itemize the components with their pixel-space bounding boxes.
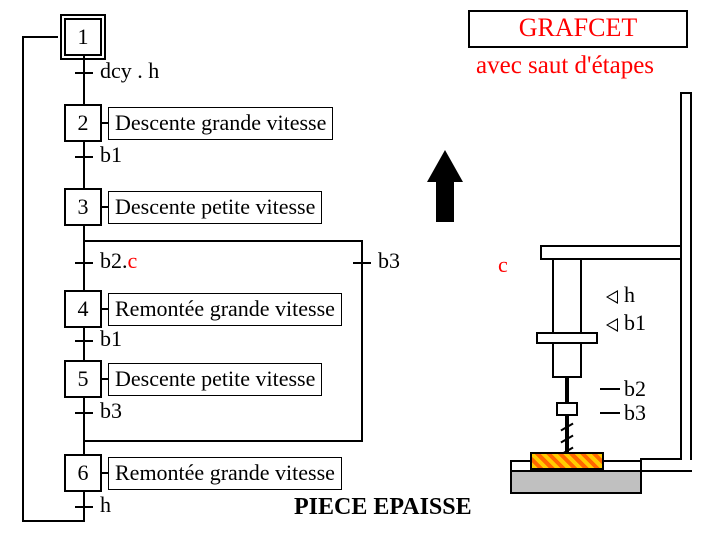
or-divergence-bar — [83, 240, 363, 242]
skip-branch-vline — [361, 240, 363, 442]
step-5: 5 — [64, 360, 102, 398]
skip-transition-label: b3 — [378, 248, 400, 274]
transition-1-label: dcy . h — [100, 58, 159, 84]
top-beam-top — [540, 245, 682, 247]
transition-1-tick — [75, 72, 93, 74]
step-2: 2 — [64, 104, 102, 142]
top-beam-left — [540, 245, 542, 260]
base-lip-left — [510, 460, 530, 462]
grafcet-subtitle: avec saut d'étapes — [476, 52, 654, 80]
base-to-frame — [640, 470, 692, 472]
return-h-top — [22, 36, 58, 38]
sensor-b1-label: b1 — [624, 310, 646, 336]
action-4: Remontée grande vitesse — [108, 293, 342, 326]
cylinder — [552, 258, 582, 378]
sensor-b2-mark — [600, 388, 620, 390]
transition-4-tick — [75, 340, 93, 342]
step-3: 3 — [64, 188, 102, 226]
transition-5-label: b3 — [100, 398, 122, 424]
piston-rod — [565, 378, 569, 404]
grafcet-spine — [83, 24, 85, 522]
base-to-frame-2 — [640, 458, 682, 460]
transition-2-label: b1 — [100, 142, 122, 168]
sensor-b3-mark — [600, 412, 620, 414]
motion-arrow-head — [427, 150, 463, 182]
action-6: Remontée grande vitesse — [108, 457, 342, 490]
frame-right-outer — [690, 92, 692, 460]
or-convergence-bar — [83, 440, 363, 442]
transition-3-suffix: c — [128, 248, 138, 273]
action-5: Descente petite vitesse — [108, 363, 322, 396]
transition-3-label: b2.c — [100, 248, 137, 274]
return-v — [22, 36, 24, 522]
machine-base — [510, 470, 642, 494]
step-1: 1 — [64, 18, 102, 56]
sensor-b3-label: b3 — [624, 400, 646, 426]
action-2: Descente grande vitesse — [108, 107, 333, 140]
frame-right — [680, 92, 682, 460]
piece-label: PIECE EPAISSE — [294, 494, 472, 521]
transition-2-tick — [75, 156, 93, 158]
transition-3-tick — [75, 262, 93, 264]
transition-6-tick — [75, 506, 93, 508]
transition-3-prefix: b2. — [100, 248, 128, 273]
base-lip-lv — [510, 460, 512, 472]
transition-6-label: h — [100, 492, 111, 518]
sensor-c-label: c — [498, 252, 508, 278]
drill-chuck — [556, 402, 578, 416]
sensor-b2-label: b2 — [624, 376, 646, 402]
step-4: 4 — [64, 290, 102, 328]
sensor-h-label: h — [624, 282, 635, 308]
grafcet-title: GRAFCET — [468, 10, 688, 48]
skip-transition-tick — [353, 262, 371, 264]
base-lip-right — [604, 460, 642, 462]
workpiece — [530, 452, 604, 470]
transition-5-tick — [75, 412, 93, 414]
sensor-b1-icon — [606, 318, 618, 332]
motion-arrow-stem — [436, 182, 454, 222]
transition-4-label: b1 — [100, 326, 122, 352]
frame-top-cap — [680, 92, 692, 94]
sensor-h-icon — [606, 290, 618, 304]
step-6: 6 — [64, 454, 102, 492]
sensor-plate — [536, 332, 598, 344]
return-h-bottom — [22, 520, 85, 522]
action-3: Descente petite vitesse — [108, 191, 322, 224]
